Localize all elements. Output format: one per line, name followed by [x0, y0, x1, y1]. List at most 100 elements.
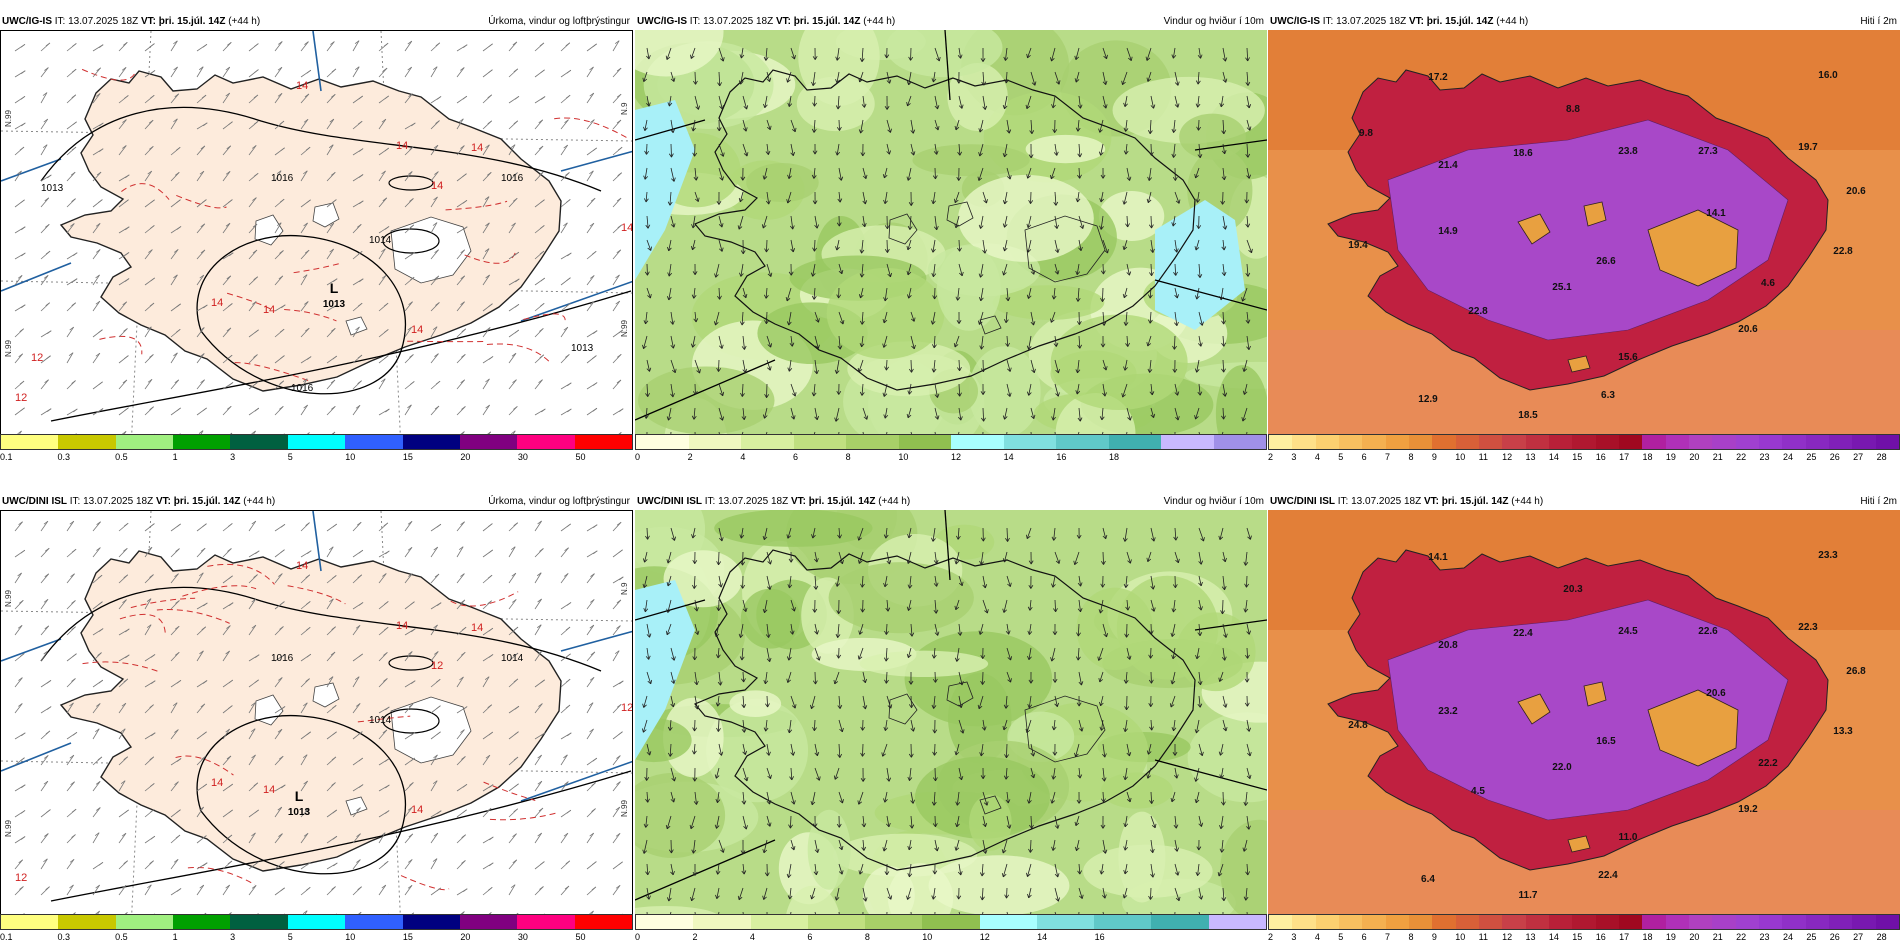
wind-barb-flag — [21, 226, 26, 231]
wind-barb-flag — [434, 405, 440, 410]
wind-barb-flag — [251, 754, 256, 759]
wind-arrow — [1246, 47, 1249, 61]
wind-barb-flag — [462, 199, 468, 204]
wind-arrow — [1147, 335, 1152, 347]
wind-arrow — [766, 335, 772, 348]
wind-barb — [612, 625, 621, 636]
wind-arrow — [1126, 599, 1129, 611]
wind-arrow-head — [1218, 535, 1224, 540]
wind-arrow-head — [1172, 751, 1178, 756]
wind-arrow-head — [857, 536, 862, 541]
wind-arrow-head — [932, 823, 938, 828]
wind-arrow — [1196, 647, 1200, 659]
wind-arrow-head — [1125, 342, 1130, 347]
isobar-label: 1016 — [271, 173, 294, 184]
wind-barb — [170, 859, 179, 870]
wind-arrow-head — [1074, 846, 1080, 852]
wind-arrow-head — [691, 750, 697, 755]
colorbar-swatch — [1108, 435, 1161, 449]
wind-arrow — [907, 551, 912, 564]
colorbar-swatch — [1642, 915, 1666, 929]
wind-arrow-head — [1221, 130, 1227, 135]
wind-arrow-head — [1145, 56, 1151, 61]
colorbar-swatch — [1315, 435, 1339, 449]
wind-barb — [170, 118, 178, 130]
wind-arrow — [1053, 527, 1056, 541]
wind-arrow-head — [1074, 821, 1080, 827]
wind-arrow-head — [1052, 678, 1058, 683]
wind-barb-flag — [124, 252, 130, 256]
isobar-label: 1016 — [271, 653, 294, 664]
wind-barb — [14, 353, 23, 364]
wind-barb-flag — [540, 277, 546, 282]
temperature-label: 22.2 — [1758, 758, 1778, 769]
wind-barb-flag — [567, 252, 572, 257]
wind-barb — [144, 547, 153, 558]
wind-barb-flag — [512, 41, 518, 46]
wind-arrow — [1174, 95, 1179, 108]
wind-arrow-head — [956, 895, 962, 900]
wind-arrow-head — [1198, 560, 1204, 565]
wind-arrow — [1150, 239, 1154, 253]
wind-barb — [430, 326, 438, 338]
colorbar-swatch — [1852, 915, 1876, 929]
wind-arrow-head — [1030, 414, 1036, 419]
wind-arrow-head — [644, 414, 649, 419]
wind-arrow — [1102, 551, 1104, 565]
wind-arrow — [861, 335, 864, 347]
wind-barb-flag — [20, 407, 25, 412]
wind-barb-flag — [306, 601, 311, 605]
wind-arrow-head — [694, 705, 700, 710]
colorbar-tick-label: 15 — [1572, 452, 1583, 462]
wind-arrow-head — [1002, 153, 1008, 158]
colorbar-swatch — [1758, 915, 1783, 929]
wind-barb — [118, 145, 127, 156]
wind-arrow-head — [862, 174, 868, 180]
wind-arrow — [981, 863, 984, 877]
colorbar-swatch — [1735, 435, 1759, 449]
wind-arrow-head — [642, 558, 648, 563]
colorbar-swatch — [402, 435, 460, 449]
wind-arrow — [982, 575, 986, 589]
wind-arrow-head — [884, 630, 889, 635]
colorbar-tick-label: 0.3 — [57, 932, 71, 942]
wind-arrow-head — [858, 129, 864, 134]
wind-arrow — [765, 47, 768, 61]
wind-arrow — [1102, 743, 1106, 758]
wind-arrow — [742, 743, 746, 755]
wind-barb — [248, 145, 257, 156]
wind-arrow-head — [1078, 681, 1084, 686]
wind-arrow — [742, 335, 745, 350]
wind-arrow-head — [1053, 342, 1059, 347]
colorbar-tick-label: 24 — [1782, 932, 1793, 942]
wind-arrow — [932, 527, 936, 542]
wind-barb-flag — [306, 199, 311, 204]
wind-barb-flag — [278, 677, 283, 681]
wind-barb-flag — [432, 780, 438, 785]
wind-barb — [586, 702, 594, 714]
wind-arrow — [646, 863, 649, 875]
wind-barb-flag — [328, 676, 334, 680]
wind-barb-flag — [95, 884, 100, 889]
wind-barb-flag — [253, 94, 259, 99]
wind-arrow — [742, 767, 748, 782]
wind-speed-patch — [740, 588, 801, 649]
wind-arrow — [885, 623, 888, 635]
wind-barb-flag — [228, 121, 233, 126]
wind-barb-flag — [488, 523, 493, 527]
wind-arrow-head — [789, 342, 795, 347]
wind-barb-flag — [148, 119, 154, 124]
wind-barb — [560, 222, 568, 234]
wind-arrow-head — [790, 248, 796, 253]
wind-arrow-head — [814, 848, 820, 853]
wind-arrow — [1076, 383, 1080, 395]
wind-barb-flag — [19, 380, 25, 385]
wind-barb-flag — [302, 378, 308, 383]
wind-arrow — [908, 71, 912, 85]
wind-barb — [352, 405, 361, 416]
wind-arrow — [1003, 719, 1008, 731]
colorbar-swatch — [1875, 915, 1899, 929]
wind-arrow — [1077, 287, 1080, 302]
wind-arrow-head — [837, 753, 843, 758]
wind-barb-flag — [147, 546, 153, 551]
